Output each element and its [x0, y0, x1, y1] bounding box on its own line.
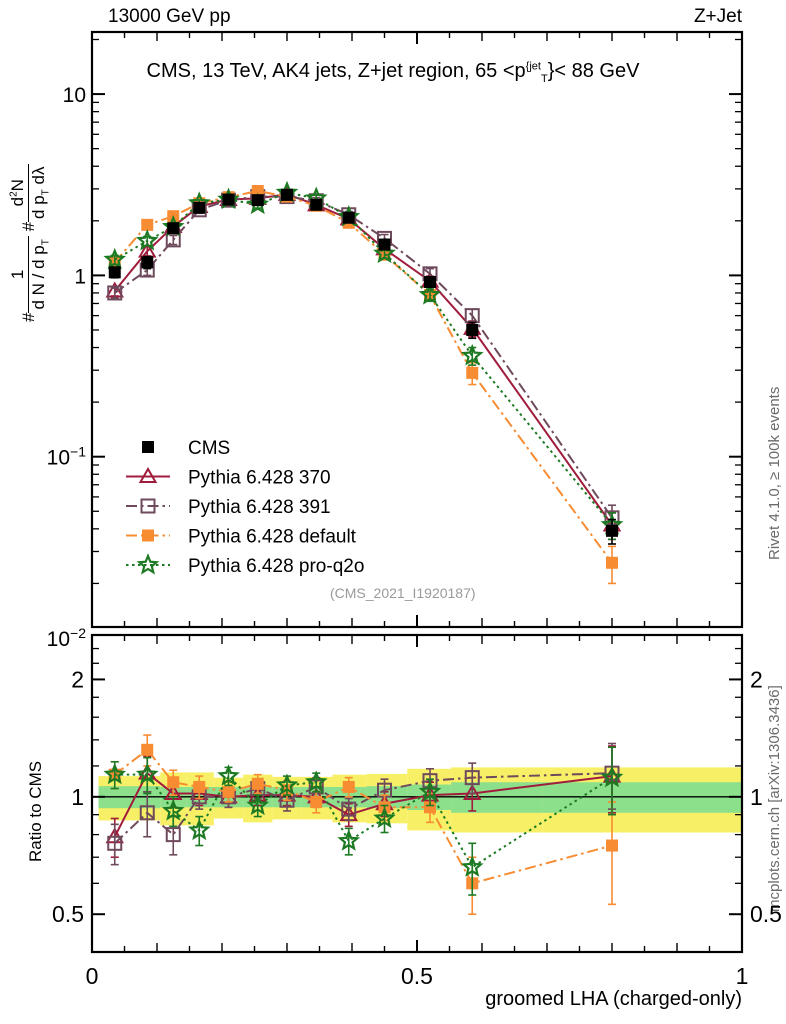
ratio-marker	[187, 818, 211, 841]
ratio-marker	[217, 764, 240, 786]
ratio-marker	[246, 793, 270, 816]
ratio-marker	[600, 765, 624, 788]
main-marker	[310, 198, 323, 211]
ratio-series-pythia-6-428-pro-q2o	[103, 746, 624, 896]
x-tick-label-0.5: 0.5	[401, 963, 433, 989]
main-marker	[251, 185, 264, 198]
x-axis-label: groomed LHA (charged-only)	[485, 988, 742, 1010]
ratio-marker	[342, 780, 355, 793]
main-marker	[418, 283, 442, 305]
legend-label-4: Pythia 6.428 pro-q2o	[188, 556, 364, 577]
plot-title-sub: T	[540, 73, 548, 85]
legend: CMS Pythia 6.428 370 Pythia 6.428 391 Pythi…	[126, 438, 364, 577]
ratio-marker	[161, 799, 185, 821]
ratio-marker	[135, 762, 159, 785]
ratio-tick-label-left-0.5: 0.5	[52, 901, 84, 927]
main-marker	[141, 218, 154, 231]
ratio-marker	[337, 829, 361, 851]
main-series-pythia-6-428-370	[105, 184, 622, 541]
main-marker	[193, 201, 206, 214]
plot-title-tail: }< 88 GeV	[547, 60, 640, 82]
ratio-marker	[103, 762, 127, 785]
ratio-marker	[460, 855, 484, 877]
plot-title: CMS, 13 TeV, AK4 jets, Z+jet region, 65 …	[147, 60, 640, 85]
ratio-marker	[275, 773, 299, 795]
main-series-pythia-6-428-391	[107, 189, 620, 534]
main-marker	[373, 241, 396, 264]
ratio-marker	[310, 795, 323, 808]
legend-label-1: Pythia 6.428 370	[188, 468, 331, 489]
ratio-marker	[341, 801, 357, 817]
ratio-marker	[373, 806, 396, 829]
main-marker	[424, 275, 436, 288]
ratio-marker	[304, 770, 328, 792]
main-marker	[222, 193, 235, 206]
ratio-tick-label-right-0.5: 0.5	[750, 901, 782, 927]
ratio-marker	[167, 776, 180, 789]
analysis-id-watermark: (CMS_2021_I1920187)	[330, 585, 476, 601]
plot-title-sup: {jet	[525, 60, 541, 73]
plot-title-main: CMS, 13 TeV, AK4 jets, Z+jet region, 65 …	[146, 60, 526, 82]
main-marker	[466, 366, 479, 379]
main-marker	[107, 285, 123, 301]
ratio-marker	[418, 779, 442, 802]
y-tick-label-1: 1	[74, 265, 86, 288]
main-marker	[460, 343, 484, 366]
main-marker	[466, 323, 479, 336]
main-marker	[251, 194, 264, 207]
x-tick-label-1: 1	[736, 963, 749, 989]
main-marker	[464, 308, 480, 324]
ratio-marker	[251, 777, 264, 790]
ratio-marker	[222, 785, 235, 798]
ratio-marker	[606, 839, 618, 852]
main-marker	[606, 556, 618, 569]
ratio-marker	[193, 780, 206, 793]
ratio-tick-label-left-2: 2	[71, 666, 84, 692]
ratio-tick-label-left-1: 1	[71, 784, 84, 810]
main-marker	[167, 222, 180, 235]
main-marker	[141, 256, 154, 269]
ratio-marker	[107, 835, 123, 851]
main-marker	[246, 192, 270, 215]
main-marker	[281, 188, 293, 201]
legend-marker-3	[142, 529, 154, 542]
ratio-tick-label-right-2: 2	[750, 666, 763, 692]
main-plot-frame	[90, 30, 744, 629]
beam-energy-label: 13000 GeV pp	[108, 6, 231, 27]
main-marker	[108, 266, 121, 279]
x-tick-label-0: 0	[86, 963, 99, 989]
main-series-pythia-6-428-default	[108, 185, 618, 585]
process-label: Z+Jet	[693, 6, 742, 27]
main-marker	[606, 524, 618, 537]
ratio-plot-frame	[90, 633, 744, 954]
ratio-marker	[165, 827, 181, 843]
ratio-marker	[141, 743, 154, 756]
y-tick-label-10: 10	[63, 84, 86, 107]
legend-marker-1	[138, 466, 158, 483]
main-marker	[135, 228, 159, 251]
main-series-cms	[108, 188, 618, 545]
main-marker	[378, 238, 391, 251]
y-tick-label-1e-2: 10−2	[47, 625, 87, 651]
ratio-marker	[463, 783, 482, 800]
ratio-marker	[464, 770, 480, 786]
legend-label-2: Pythia 6.428 391	[188, 497, 331, 518]
legend-marker-0	[142, 441, 154, 453]
y-tick-label-1e-1: 10−1	[47, 444, 87, 470]
legend-label-0: CMS	[188, 438, 230, 459]
main-marker	[165, 232, 181, 248]
legend-label-3: Pythia 6.428 default	[188, 527, 357, 548]
legend-marker-2	[140, 498, 156, 514]
main-marker	[342, 211, 355, 224]
legend-marker-4	[136, 553, 160, 575]
ratio-marker	[424, 801, 436, 814]
ratio-tick-label-right-1: 1	[750, 784, 763, 810]
ratio-marker	[139, 805, 155, 821]
main-marker	[103, 247, 127, 270]
